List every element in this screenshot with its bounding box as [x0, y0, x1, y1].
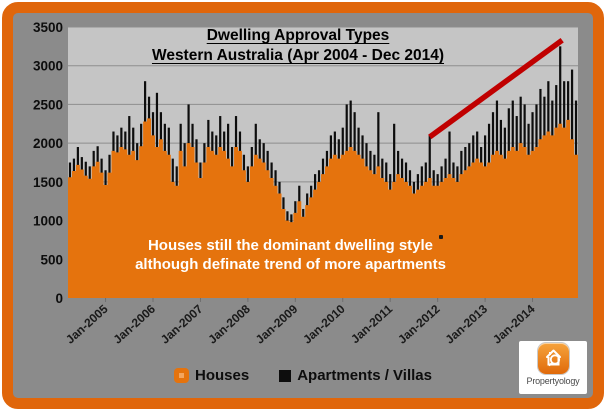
chart-title-line1: Dwelling Approval Types [206, 27, 390, 44]
x-tick-label: Jan-2008 [205, 302, 253, 347]
propertyology-logo[interactable]: Propertyology [519, 341, 587, 394]
annotation-line2: although definate trend of more apartmen… [135, 256, 446, 273]
x-tick-label: Jan-2011 [348, 302, 395, 347]
legend-label-houses: Houses [195, 367, 250, 384]
x-tick-label: Jan-2009 [253, 302, 301, 347]
legend-label-apartments: Apartments / Villas [297, 367, 432, 384]
y-tick-label: 1500 [33, 175, 63, 190]
y-tick-label: 500 [40, 252, 63, 267]
houses-swatch-inner-dot [179, 373, 185, 378]
y-tick-label: 0 [55, 291, 63, 306]
x-tick-label: Jan-2013 [443, 302, 491, 347]
houses-swatch-icon [174, 368, 190, 383]
chart-title: Dwelling Approval Types Western Australi… [58, 26, 538, 66]
x-tick-label: Jan-2014 [490, 302, 538, 347]
y-tick-label: 2000 [33, 136, 63, 151]
legend: Houses Apartments / Villas [0, 367, 606, 384]
chart-title-line2: Western Australia (Apr 2004 - Dec 2014) [151, 47, 445, 64]
apartments-swatch-icon [279, 369, 292, 382]
annotation-text: Houses still the dominant dwelling style… [68, 236, 513, 274]
x-tick-label: Jan-2012 [395, 302, 443, 347]
y-tick-label: 2500 [33, 97, 63, 112]
propertyology-house-icon [537, 343, 569, 374]
x-tick-label: Jan-2010 [300, 302, 348, 347]
y-tick-label: 3500 [33, 20, 63, 35]
legend-item-apartments[interactable]: Apartments / Villas [279, 367, 432, 384]
x-tick-label: Jan-2007 [158, 302, 206, 347]
y-tick-label: 1000 [33, 214, 63, 229]
trend-line [428, 37, 564, 140]
logo-text: Propertyology [526, 376, 580, 386]
stray-dot [439, 235, 443, 239]
x-tick-label: Jan-2006 [110, 302, 158, 347]
y-tick-label: 3000 [33, 59, 63, 74]
legend-item-houses[interactable]: Houses [174, 367, 249, 384]
x-tick-label: Jan-2005 [63, 302, 111, 347]
houses-area [68, 118, 578, 299]
annotation-line1: Houses still the dominant dwelling style [147, 237, 434, 254]
